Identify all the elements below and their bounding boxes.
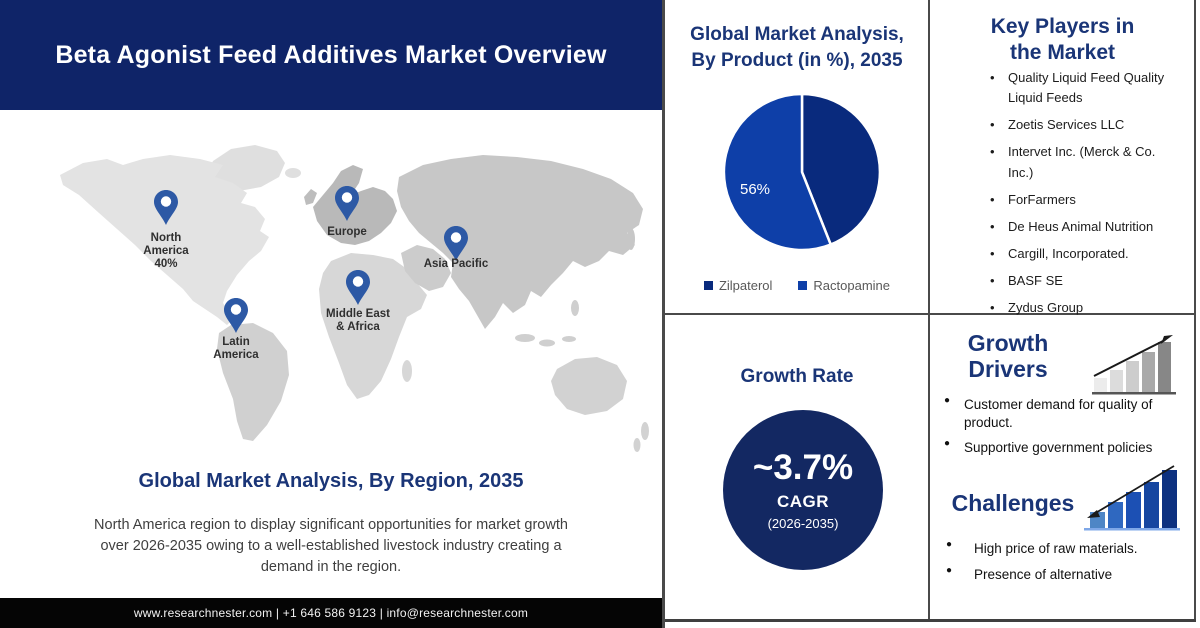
map-label-north-america-share: 40% [154, 258, 177, 270]
growth-driver-item: Supportive government policies [942, 437, 1178, 457]
key-player-item: Zoetis Services LLC [988, 115, 1184, 135]
ascending-bar-chart-up-arrow-icon [1092, 335, 1176, 395]
ascending-bar-chart-down-arrow-icon [1084, 465, 1180, 531]
map-pin-icon [335, 186, 359, 221]
key-player-item: Cargill, Incorporated. [988, 244, 1184, 264]
legend-item-ractopamine: Ractopamine [798, 278, 890, 293]
pie-legend: Zilpaterol Ractopamine [666, 278, 928, 293]
growth-rate-title: Growth Rate [740, 366, 854, 387]
pie-slice-zilpaterol [800, 92, 882, 246]
map-label-latin-america: Latin [222, 336, 249, 348]
growth-driver-item: Customer demand for quality of product. [942, 394, 1178, 431]
cagr-label: CAGR [776, 491, 830, 511]
world-map-continents [60, 145, 649, 452]
map-label-asia-pacific: Asia Pacific [424, 258, 489, 270]
growth-drivers-list: Customer demand for quality of product. … [942, 394, 1178, 465]
divider-vertical-right [1194, 0, 1196, 621]
map-label-latin-america: America [213, 349, 259, 361]
map-pin-asia-pacific [444, 226, 468, 261]
header-banner: Beta Agonist Feed Additives Market Overv… [0, 0, 662, 110]
map-pin-europe [335, 186, 359, 221]
growth-rate-badge: ~3.7% CAGR (2026-2035) [723, 410, 883, 570]
challenge-item: High price of raw materials. [942, 538, 1178, 558]
legend-swatch-icon [703, 281, 713, 290]
product-pie-chart: 56% [722, 92, 882, 252]
key-players-title: Key Players in the Market [990, 15, 1135, 65]
map-pin-latin-america [224, 298, 248, 333]
divider-vertical-middle [928, 0, 930, 621]
map-pin-icon [224, 298, 248, 333]
key-player-item: De Heus Animal Nutrition [988, 217, 1184, 237]
map-label-north-america: North [151, 232, 182, 244]
pie-data-label: 56% [740, 181, 770, 198]
challenges-title: Challenges [951, 490, 1075, 516]
map-pin-middle-east-africa [346, 270, 370, 305]
legend-swatch-icon [798, 281, 808, 290]
key-player-item: Quality Liquid Feed Quality Liquid Feeds [988, 68, 1184, 108]
legend-item-zilpaterol: Zilpaterol [703, 278, 772, 293]
key-player-item: ForFarmers [988, 190, 1184, 210]
footer-contact-text: www.researchnester.com | +1 646 586 9123… [133, 606, 529, 620]
pie-slice-ractopamine [722, 92, 832, 252]
cagr-period: (2026-2035) [767, 515, 839, 531]
cagr-value: ~3.7% [752, 448, 854, 488]
map-pin-icon [154, 190, 178, 225]
growth-drivers-title: Growth Drivers [967, 330, 1049, 383]
footer-bar: www.researchnester.com | +1 646 586 9123… [0, 598, 662, 628]
map-label-middle-east-africa: & Africa [336, 321, 380, 333]
world-map: North America 40% Europe Asia Pacific Mi… [60, 145, 649, 452]
key-players-list: Quality Liquid Feed Quality Liquid Feeds… [988, 68, 1184, 325]
map-pin-icon [444, 226, 468, 261]
key-player-item: Intervet Inc. (Merck & Co. Inc.) [988, 142, 1184, 182]
map-pin-north-america [154, 190, 178, 225]
region-section-title: Global Market Analysis, By Region, 2035 [138, 470, 524, 492]
divider-vertical-left [662, 0, 665, 628]
product-chart-title: Global Market Analysis, By Product (in %… [690, 24, 904, 71]
divider-horizontal-middle [665, 313, 1196, 315]
region-section-description: North America region to display signific… [94, 517, 568, 576]
challenge-item: Presence of alternative [942, 564, 1178, 584]
page-title: Beta Agonist Feed Additives Market Overv… [55, 40, 607, 69]
map-label-europe: Europe [327, 226, 367, 238]
map-pin-icon [346, 270, 370, 305]
challenges-list: High price of raw materials. Presence of… [942, 538, 1178, 591]
map-label-north-america: America [143, 245, 189, 257]
map-label-middle-east-africa: Middle East [326, 308, 390, 320]
divider-horizontal-bottom [665, 619, 1196, 622]
key-player-item: BASF SE [988, 271, 1184, 291]
key-player-item: Zydus Group [988, 298, 1184, 318]
